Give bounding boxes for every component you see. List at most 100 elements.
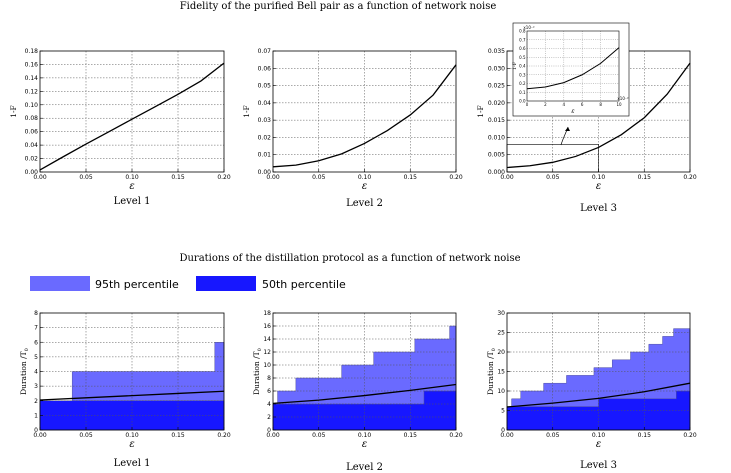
chart-caption: Level 1 (114, 196, 151, 207)
x-tick-label: 0.15 (404, 174, 418, 181)
inset-frame (526, 30, 620, 102)
x-tick-label: 0.20 (217, 174, 231, 181)
y-tick-label: 0.04 (258, 100, 272, 107)
y-axis-label: 1-F (476, 105, 485, 118)
inset-y-tick-label: 0.1 (519, 90, 526, 95)
y-tick-label: 0.06 (25, 129, 39, 136)
inset-y-tick-label: 0.3 (519, 72, 526, 77)
x-tick-label: 0.00 (266, 432, 280, 439)
x-axis-label: ε (129, 181, 134, 192)
x-tick-label: 0.20 (449, 174, 463, 181)
x-tick-label: 0.05 (546, 432, 560, 439)
inset-y-axis-label: 1-F (512, 61, 518, 70)
x-tick-label: 0.05 (79, 174, 93, 181)
y-tick-label: 0.005 (488, 152, 505, 159)
y-tick-label: 0.01 (258, 152, 272, 159)
legend-label-50th: 50th percentile (262, 278, 346, 291)
x-tick-label: 0.20 (449, 432, 463, 439)
chart-caption: Level 3 (580, 203, 617, 214)
y-tick-label: 0.000 (488, 169, 505, 176)
y-axis-label-subscript: 0 (24, 348, 30, 351)
mean-duration-line (272, 383, 457, 404)
y-tick-label: 15 (497, 369, 505, 376)
x-tick-label: 0.10 (125, 432, 139, 439)
x-axis-label: ε (596, 439, 601, 450)
x-tick-label: 0.15 (638, 174, 652, 181)
x-tick-label: 0.00 (266, 174, 280, 181)
x-tick-label: 0.20 (683, 174, 697, 181)
y-tick-label: 0.08 (25, 115, 39, 122)
x-tick-label: 0.10 (592, 174, 606, 181)
y-tick-label: 0.010 (488, 134, 505, 141)
chart-caption: Level 3 (580, 460, 617, 471)
chart-6: 0.00 0.05 0.10 0.15 0.20 0 5 10 15 20 25 30 ε Duratio… (486, 310, 697, 471)
x-tick-label: 0.10 (125, 174, 139, 181)
y-tick-label: 2 (34, 398, 38, 405)
legend-swatch-95th (30, 276, 90, 291)
y-tick-label: 30 (497, 310, 505, 317)
x-tick-label: 0.15 (638, 432, 652, 439)
y-tick-label: 0.015 (488, 117, 505, 124)
inset-x-tick-label: 8 (599, 102, 602, 107)
x-tick-label: 0.20 (683, 432, 697, 439)
y-tick-label: 0.10 (25, 102, 39, 109)
y-tick-label: 4 (34, 369, 38, 376)
inset-y-tick-label: 0.8 (519, 29, 526, 34)
y-tick-label: 0.18 (25, 48, 39, 55)
y-tick-label: 16 (263, 323, 271, 330)
y-tick-label: 0.030 (488, 65, 505, 72)
inset-y-tick-label: 0.2 (519, 81, 526, 86)
zoom-arrow-head (565, 127, 570, 131)
inset-y-tick-label: 0.5 (519, 55, 526, 60)
chart-2: 0.00 0.05 0.10 0.15 0.20 0.00 0.01 0.02 0.03 0.04… (242, 48, 463, 209)
inset-y-tick-label: 0.6 (519, 46, 526, 51)
y-tick-label: 0.07 (258, 48, 272, 55)
top-section-title: Fidelity of the purified Bell pair as a … (180, 1, 497, 12)
x-tick-label: 0.05 (79, 432, 93, 439)
y-axis-label: 1-F (9, 105, 18, 118)
mean-duration-line (39, 390, 225, 401)
y-tick-label: 18 (263, 310, 271, 317)
x-axis-label: ε (596, 181, 601, 192)
inset-x-multiplier: x10⁻² (617, 96, 629, 101)
x-tick-label: 0.00 (33, 432, 47, 439)
x-tick-label: 0.10 (358, 174, 372, 181)
y-tick-label: 0.02 (25, 156, 39, 163)
x-tick-label: 0.20 (217, 432, 231, 439)
zoom-box (506, 144, 599, 173)
inset-plot: 0 2 4 6 8 100.00.10.20.30.40.50.60.70.8x10⁻²x… (512, 22, 630, 117)
y-tick-label: 0.04 (25, 142, 39, 149)
chart-1: 0.00 0.05 0.10 0.15 0.20 0.00 0.02 0.04 0.06 0.08… (9, 48, 231, 207)
y-tick-label: 20 (497, 349, 505, 356)
inset-y-tick-label: 0.4 (519, 64, 526, 69)
y-tick-label: 0.020 (488, 100, 505, 107)
y-tick-label: 5 (501, 408, 505, 415)
inset-x-axis-label: ε (571, 108, 574, 115)
inset-x-tick-label: 0 (526, 102, 529, 107)
legend-label-95th: 95th percentile (95, 278, 179, 291)
x-tick-label: 0.15 (171, 174, 185, 181)
chart-4: 0.00 0.05 0.10 0.15 0.20 0 1 2 3 4 5 6 7 8 ε Duration /… (19, 310, 231, 469)
inset-x-tick-label: 10 (616, 102, 622, 107)
y-axis-label: Duration /T0 (252, 348, 263, 395)
x-tick-label: 0.05 (312, 174, 326, 181)
x-tick-label: 0.05 (546, 174, 560, 181)
y-tick-label: 0.025 (488, 83, 505, 90)
y-tick-label: 14 (263, 336, 271, 343)
y-tick-label: 12 (263, 349, 271, 356)
inset-line (526, 47, 620, 90)
y-tick-label: 8 (34, 310, 38, 317)
chart-5: 0.00 0.05 0.10 0.15 0.20 0 2 4 6 8 10 12 14 16 18 ε Dura… (252, 310, 463, 473)
inset-panel (512, 22, 630, 117)
x-tick-label: 0.05 (312, 432, 326, 439)
infidelity-line (39, 62, 225, 171)
y-axis-label-subscript: 0 (257, 348, 263, 351)
inset-x-tick-label: 6 (581, 102, 584, 107)
legend-swatch-50th (196, 276, 256, 291)
y-tick-label: 10 (263, 362, 271, 369)
infidelity-line (272, 64, 457, 168)
x-tick-label: 0.15 (171, 432, 185, 439)
y-tick-label: 1 (34, 412, 38, 419)
y-axis-label: Duration /T0 (486, 348, 497, 395)
